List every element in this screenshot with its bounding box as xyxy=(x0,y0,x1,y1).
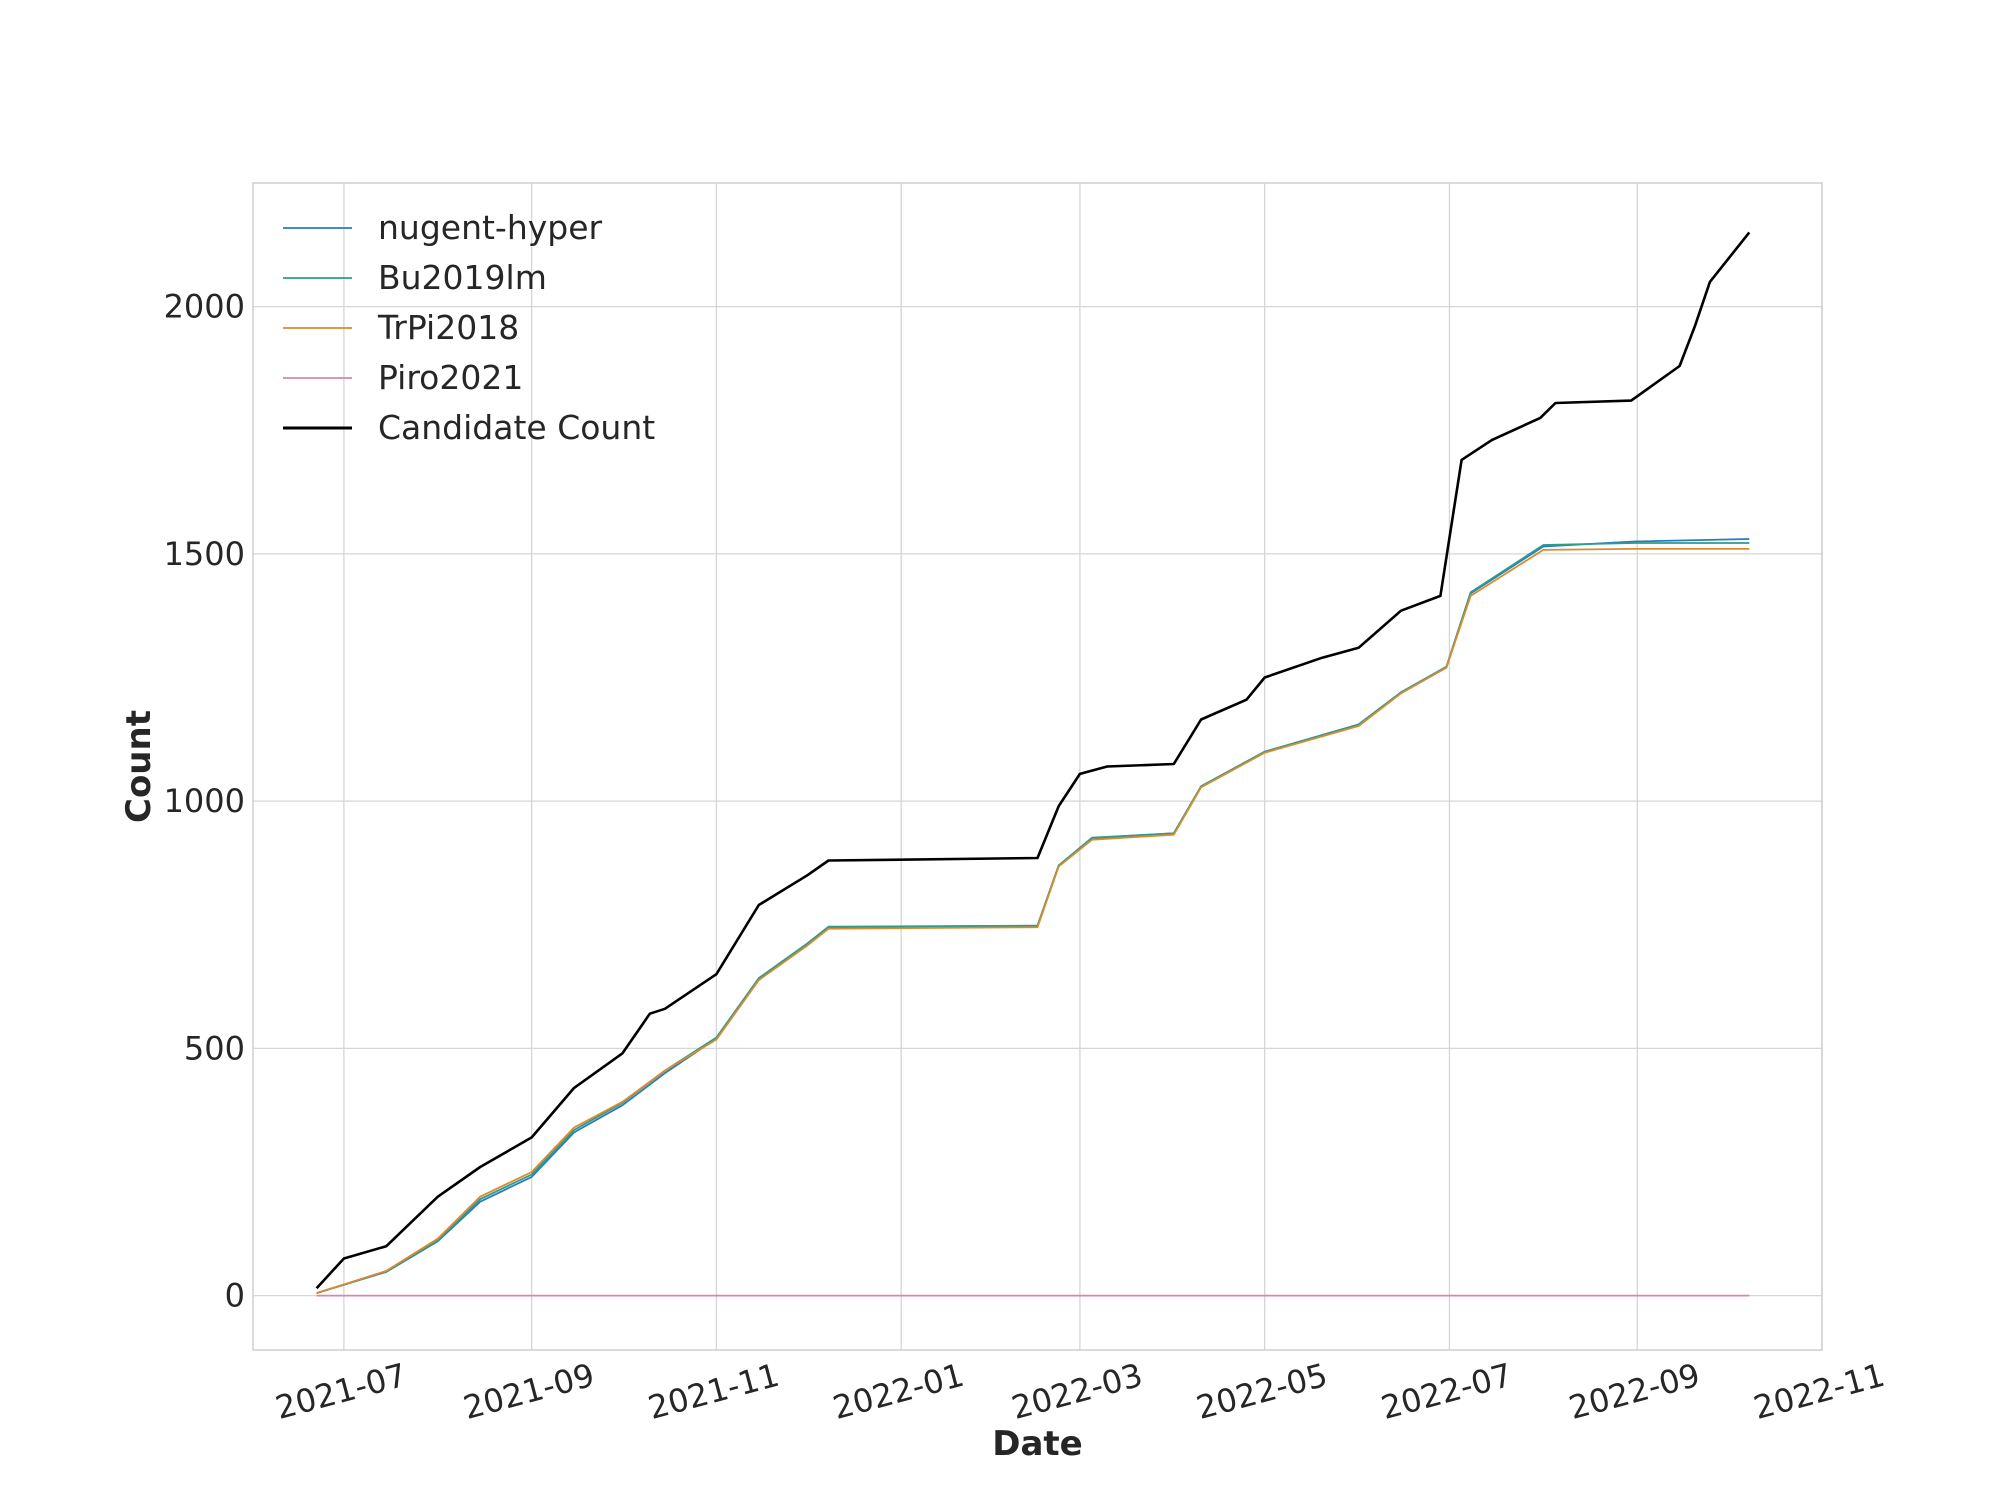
legend-label: TrPi2018 xyxy=(377,308,519,347)
x-tick-label: 2022-03 xyxy=(1008,1356,1147,1427)
legend-label: Candidate Count xyxy=(378,408,655,447)
y-tick-label: 500 xyxy=(184,1029,245,1067)
x-tick-label: 2021-07 xyxy=(272,1356,411,1427)
x-axis-title: Date xyxy=(992,1424,1082,1464)
y-tick-label: 1500 xyxy=(164,535,245,573)
grid xyxy=(253,183,1823,1350)
x-tick-label: 2022-09 xyxy=(1565,1356,1704,1427)
plot-area xyxy=(252,182,1823,1351)
legend-label: nugent-hyper xyxy=(378,208,603,247)
x-tick-label: 2021-09 xyxy=(459,1356,598,1427)
x-tick-label: 2022-05 xyxy=(1192,1356,1331,1427)
x-tick-label: 2022-01 xyxy=(829,1356,968,1427)
x-tick-label: 2021-11 xyxy=(644,1356,783,1427)
x-tick-label: 2022-07 xyxy=(1377,1356,1516,1427)
y-tick-label: 0 xyxy=(225,1277,245,1315)
series-line-trpi2018 xyxy=(316,548,1750,1294)
y-tick-label: 2000 xyxy=(164,288,245,326)
legend: nugent-hyper Bu2019lm TrPi2018 Piro2021 Cand… xyxy=(283,208,655,447)
series-line-candidate-count xyxy=(315,231,1751,1290)
legend-label: Piro2021 xyxy=(378,358,523,397)
series-lines xyxy=(315,231,1751,1297)
y-axis-title: Count xyxy=(119,710,159,823)
x-tick-label: 2022-11 xyxy=(1750,1356,1889,1427)
y-tick-label: 1000 xyxy=(164,782,245,820)
legend-label: Bu2019lm xyxy=(378,258,547,297)
